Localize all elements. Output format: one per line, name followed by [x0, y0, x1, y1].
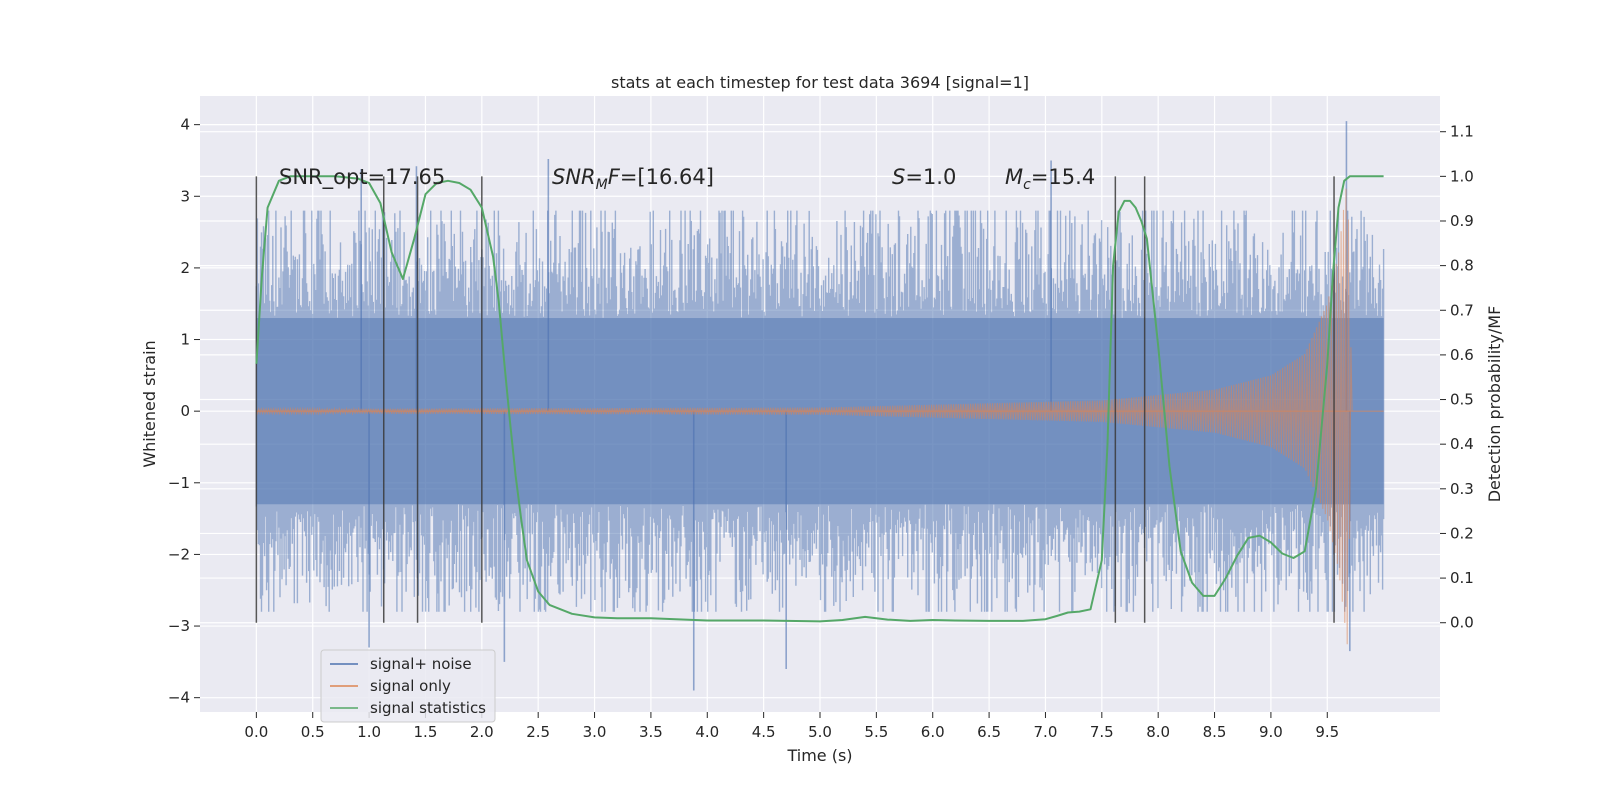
y2-tick-label-7: 0.7	[1450, 301, 1474, 319]
y2-tick-label-0: 0.0	[1450, 614, 1474, 632]
signal-statistics-line	[255, 175, 1384, 623]
x-tick-label-7: 3.5	[639, 723, 663, 741]
y2-tick-label-10: 1.0	[1450, 167, 1474, 185]
y2-tick-label-5: 0.5	[1450, 391, 1474, 409]
x-tick-label-12: 6.0	[921, 723, 945, 741]
legend-label-signal-only: signal only	[370, 677, 451, 695]
legend-label-signal-statistics: signal statistics	[370, 699, 486, 717]
y2-tick-label-8: 0.8	[1450, 257, 1474, 275]
y-tick-label-6: 2	[180, 259, 190, 277]
y-tick-label-1: −3	[168, 617, 190, 635]
y2-tick-label-4: 0.4	[1450, 435, 1474, 453]
y-tick-label-8: 4	[180, 116, 190, 134]
y2-tick-label-3: 0.3	[1450, 480, 1474, 498]
x-tick-label-15: 7.5	[1090, 723, 1114, 741]
y-axis-label: Whitened strain	[140, 340, 159, 467]
y2-tick-label-1: 0.1	[1450, 569, 1474, 587]
annotation-s: S=1.0	[892, 165, 956, 189]
x-tick-label-9: 4.5	[752, 723, 776, 741]
y2-tick-label-9: 0.9	[1450, 212, 1474, 230]
x-tick-label-13: 6.5	[977, 723, 1001, 741]
x-tick-label-17: 8.5	[1203, 723, 1227, 741]
annotation-snr-opt: SNR_opt=17.65	[279, 165, 445, 190]
x-tick-label-10: 5.0	[808, 723, 832, 741]
x-tick-label-0: 0.0	[244, 723, 268, 741]
signal-statistics-series	[255, 175, 1384, 623]
x-tick-label-2: 1.0	[357, 723, 381, 741]
mc-sub: c	[1023, 177, 1031, 193]
legend: signal+ noise signal only signal statist…	[320, 649, 496, 723]
y2-tick-label-2: 0.2	[1450, 524, 1474, 542]
snr-mf-sub: M	[596, 177, 608, 193]
annotation-snr-mf: SNRMF=[16.64]	[552, 165, 714, 193]
y-tick-label-4: 0	[180, 402, 190, 420]
mc-label: M	[1005, 165, 1023, 189]
s-value: =1.0	[905, 165, 956, 189]
x-tick-label-4: 2.0	[470, 723, 494, 741]
snr-mf-main: SNR	[552, 165, 596, 189]
mc-value: =15.4	[1031, 165, 1095, 189]
y-tick-label-7: 3	[180, 187, 190, 205]
x-tick-label-5: 2.5	[526, 723, 550, 741]
snr-mf-tail: F	[608, 165, 621, 189]
y-right-axis-ticks: 0.0 0.1 0.2 0.3 0.4 0.5 0.6 0.7 0.8 0.9 1.0 1.1	[1440, 123, 1474, 632]
legend-label-signal-noise: signal+ noise	[370, 655, 472, 673]
y-tick-label-0: −4	[168, 689, 190, 707]
y-tick-label-2: −2	[168, 545, 190, 563]
x-axis-label: Time (s)	[786, 746, 852, 765]
x-tick-label-6: 3.0	[583, 723, 607, 741]
y-tick-label-5: 1	[180, 331, 190, 349]
y-axis-ticks: −4 −3 −2 −1 0 1 2 3 4	[168, 116, 200, 707]
x-tick-label-3: 1.5	[414, 723, 438, 741]
y-tick-label-3: −1	[168, 474, 190, 492]
chart-title: stats at each timestep for test data 369…	[611, 73, 1029, 92]
legend-box	[320, 649, 496, 723]
y2-tick-label-6: 0.6	[1450, 346, 1474, 364]
s-label: S	[892, 165, 905, 189]
snr-mf-value: =[16.64]	[620, 165, 714, 189]
y-right-axis-label: Detection probability/MF	[1485, 306, 1504, 503]
signal-only-series	[255, 188, 1384, 645]
annotation-mc: Mc=15.4	[1005, 165, 1095, 193]
y2-tick-label-11: 1.1	[1450, 123, 1474, 141]
x-tick-label-8: 4.0	[695, 723, 719, 741]
x-tick-label-1: 0.5	[301, 723, 325, 741]
x-tick-label-11: 5.5	[864, 723, 888, 741]
x-tick-label-14: 7.0	[1034, 723, 1058, 741]
x-axis-ticks: 0.0 0.5 1.0 1.5 2.0 2.5 3.0 3.5 4.0 4.5 5.0 5.5 6.0 6…	[244, 712, 1339, 741]
x-tick-label-16: 8.0	[1146, 723, 1170, 741]
x-tick-label-19: 9.5	[1315, 723, 1339, 741]
x-tick-label-18: 9.0	[1259, 723, 1283, 741]
